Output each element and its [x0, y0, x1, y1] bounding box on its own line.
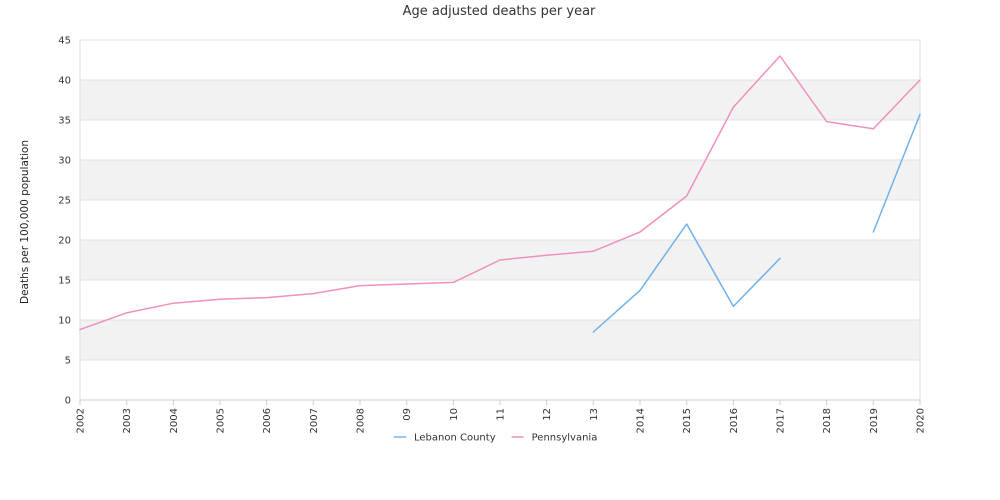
chart-title: Age adjusted deaths per year — [403, 4, 596, 19]
legend-label: Pennsylvania — [532, 433, 598, 444]
x-tick-label: 2007 — [309, 408, 320, 433]
series-lines — [79, 55, 921, 333]
x-tick-label: 2002 — [76, 408, 87, 433]
x-tick-label: 2019 — [869, 408, 880, 433]
series-line — [592, 113, 921, 333]
x-tick-label: 2015 — [682, 408, 693, 433]
y-tick-label: 15 — [58, 276, 71, 287]
x-tick-label: 2004 — [169, 408, 180, 433]
legend-label: Lebanon County — [414, 433, 496, 444]
y-tick-label: 20 — [58, 236, 71, 247]
background-bands — [80, 40, 920, 400]
y-tick-label: 0 — [65, 396, 71, 407]
x-tick-label: 2005 — [216, 408, 227, 433]
y-tick-label: 40 — [58, 76, 71, 87]
background-band — [80, 160, 920, 200]
y-axis-ticks: 0 5 10 15 20 25 30 35 40 45 — [58, 36, 71, 407]
x-tick-label: 10 — [449, 408, 460, 421]
y-tick-label: 25 — [58, 196, 71, 207]
background-band — [80, 40, 920, 80]
background-band — [80, 120, 920, 160]
x-tick-label: 2017 — [776, 408, 787, 433]
x-tick-label: 2016 — [729, 408, 740, 433]
y-tick-label: 10 — [58, 316, 71, 327]
x-tick-label: 2008 — [356, 408, 367, 433]
y-tick-label: 35 — [58, 116, 71, 127]
background-band — [80, 80, 920, 120]
x-tick-label: 2006 — [262, 408, 273, 433]
y-tick-label: 45 — [58, 36, 71, 47]
background-band — [80, 200, 920, 240]
x-tick-label: 2014 — [636, 408, 647, 433]
y-tick-label: 5 — [65, 356, 71, 367]
y-axis-label: Deaths per 100,000 population — [19, 140, 31, 304]
x-tick-label: 11 — [496, 408, 507, 421]
legend: Lebanon County Pennsylvania — [394, 433, 597, 444]
x-tick-label: 09 — [402, 408, 413, 421]
x-tick-label: 2003 — [122, 408, 133, 433]
x-tick-label: 2020 — [916, 408, 927, 433]
background-band — [80, 360, 920, 400]
x-tick-label: 12 — [542, 408, 553, 421]
y-tick-label: 30 — [58, 156, 71, 167]
x-axis-ticks: 2002 2003 2004 2005 2006 2007 2008 09 10 11 12 13 20… — [76, 400, 927, 433]
background-band — [80, 280, 920, 320]
x-tick-label: 2018 — [822, 408, 833, 433]
series-line — [79, 55, 921, 331]
x-tick-label: 13 — [589, 408, 600, 421]
background-band — [80, 320, 920, 360]
